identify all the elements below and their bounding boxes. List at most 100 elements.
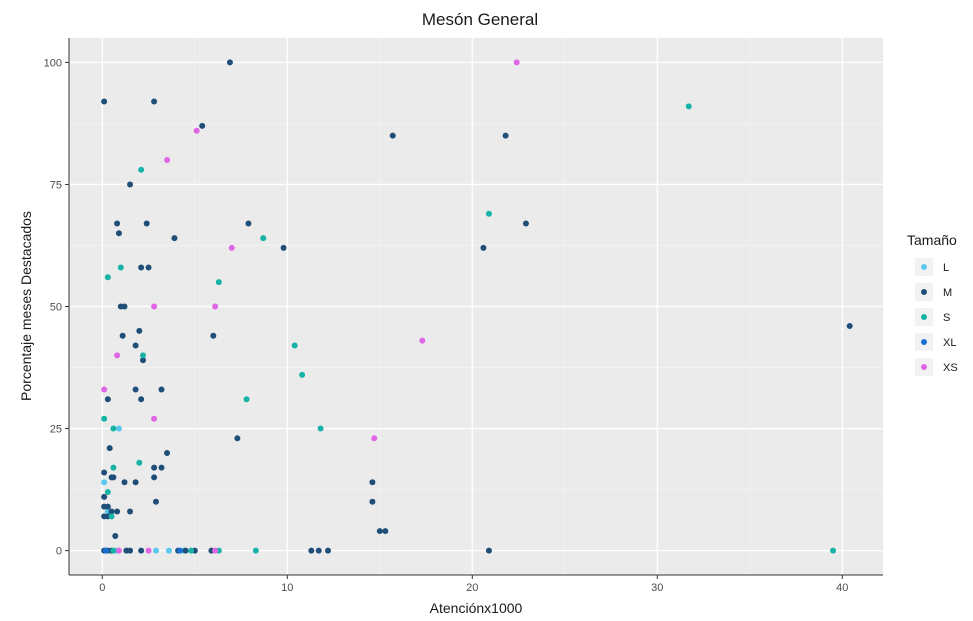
data-point-xs <box>212 303 219 310</box>
legend-swatch-xl <box>921 339 927 345</box>
data-point-m <box>199 122 206 129</box>
data-point-m <box>280 244 287 251</box>
data-point-m <box>382 528 389 535</box>
data-point-xs <box>212 547 219 554</box>
data-point-xs <box>101 386 108 393</box>
data-point-m <box>119 332 126 339</box>
x-tick-label: 0 <box>99 582 105 594</box>
y-tick-label: 100 <box>44 57 62 69</box>
y-tick-label: 75 <box>50 179 62 191</box>
data-point-xl <box>103 547 109 554</box>
data-point-m <box>846 323 853 330</box>
chart-title: Mesón General <box>422 10 538 29</box>
data-point-xs <box>164 157 171 164</box>
data-point-m <box>369 479 376 486</box>
data-point-m <box>106 445 113 452</box>
data-point-m <box>104 503 111 510</box>
data-point-m <box>164 449 171 456</box>
data-point-m <box>132 479 139 486</box>
data-point-s <box>215 279 222 286</box>
data-point-m <box>245 220 252 227</box>
data-point-xs <box>114 352 121 359</box>
data-point-xl <box>177 547 183 554</box>
data-point-s <box>291 342 298 349</box>
data-point-m <box>114 508 121 515</box>
data-point-m <box>308 547 315 554</box>
data-point-xs <box>513 59 520 66</box>
data-point-m <box>151 464 158 471</box>
data-point-m <box>136 327 143 334</box>
data-point-m <box>138 547 145 554</box>
data-point-m <box>121 303 128 310</box>
data-point-s <box>140 352 146 359</box>
data-point-m <box>121 479 128 486</box>
data-point-s <box>117 264 124 271</box>
data-point-m <box>132 342 139 349</box>
y-axis-title: Porcentaje meses Destacados <box>18 211 34 401</box>
data-point-m <box>502 132 509 139</box>
y-axis: 0 25 50 75 100 <box>44 38 70 575</box>
data-point-s <box>243 396 250 403</box>
data-point-m <box>158 386 165 393</box>
data-point-l <box>152 547 159 554</box>
data-point-s <box>110 464 117 471</box>
data-point-s <box>110 425 117 432</box>
data-point-s <box>108 513 115 520</box>
data-point-s <box>260 235 267 242</box>
data-point-m <box>480 244 487 251</box>
data-point-m <box>127 181 134 188</box>
data-point-s <box>252 547 259 554</box>
data-point-m <box>226 59 233 66</box>
legend-title: Tamaño <box>907 232 957 248</box>
data-point-m <box>234 435 241 442</box>
data-points <box>101 59 853 554</box>
data-point-s <box>104 274 111 281</box>
data-point-s <box>110 547 117 554</box>
legend-swatch-xs <box>921 364 927 370</box>
data-point-m <box>171 235 178 242</box>
data-point-m <box>114 220 121 227</box>
data-point-m <box>389 132 396 139</box>
data-point-m <box>101 98 108 105</box>
x-tick-label: 10 <box>281 582 293 594</box>
legend-swatch-l <box>921 264 927 270</box>
data-point-s <box>685 103 692 110</box>
data-point-l <box>165 547 172 554</box>
data-point-s <box>485 210 492 217</box>
data-point-m <box>138 264 145 271</box>
data-point-xs <box>151 303 158 310</box>
x-axis: 0 10 20 30 40 <box>69 574 883 594</box>
data-point-m <box>522 220 529 227</box>
data-point-s <box>138 166 145 173</box>
data-point-m <box>115 230 122 237</box>
data-point-s <box>188 547 195 554</box>
data-point-xs <box>151 415 158 422</box>
major-grid <box>69 38 883 575</box>
data-point-m <box>369 498 376 505</box>
data-point-m <box>101 469 108 476</box>
legend-label-s: S <box>943 312 950 324</box>
data-point-m <box>132 386 139 393</box>
data-point-s <box>104 489 111 496</box>
data-point-m <box>127 508 134 515</box>
data-point-m <box>112 532 119 539</box>
legend-label-xl: XL <box>943 337 956 349</box>
data-point-m <box>151 98 158 105</box>
data-point-s <box>299 371 306 378</box>
legend-swatch-m <box>921 289 927 295</box>
x-tick-label: 40 <box>836 582 848 594</box>
data-point-m <box>143 220 150 227</box>
data-point-s <box>136 459 143 466</box>
data-point-m <box>127 547 134 554</box>
data-point-xs <box>371 435 378 442</box>
data-point-s <box>101 415 108 422</box>
data-point-m <box>325 547 331 554</box>
data-point-m <box>158 464 165 471</box>
data-point-m <box>108 508 115 515</box>
data-point-s <box>830 547 837 554</box>
data-point-m <box>104 396 111 403</box>
y-tick-label: 25 <box>50 424 62 436</box>
legend: Tamaño L M S XL XS <box>907 232 958 376</box>
data-point-m <box>485 547 492 554</box>
